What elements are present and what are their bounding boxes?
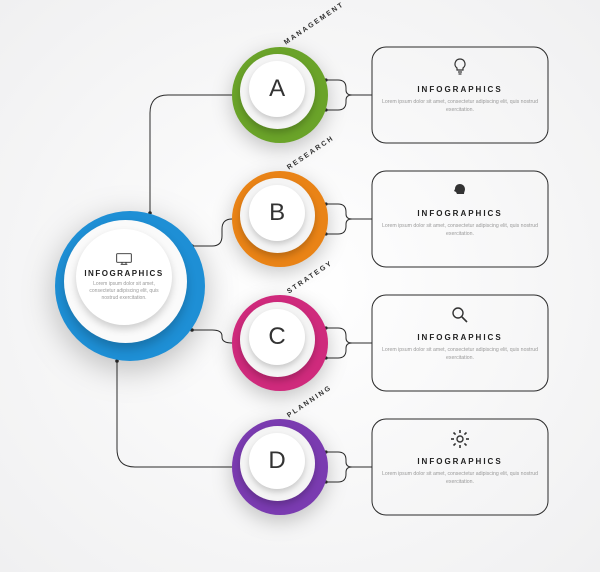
item-letter-a: A (269, 75, 285, 103)
item-letter-d: D (268, 447, 285, 475)
head-icon (450, 181, 470, 201)
item-letter-b: B (269, 199, 285, 227)
item-disc2-b: B (249, 185, 305, 241)
magnifier-icon (450, 305, 470, 325)
category-label-d: PLANNING (286, 384, 333, 419)
panel-b: INFOGRAPHICS Lorem ipsum dolor sit amet,… (382, 181, 538, 238)
panel-a: INFOGRAPHICS Lorem ipsum dolor sit amet,… (382, 57, 538, 114)
panel-title-b: INFOGRAPHICS (382, 209, 538, 218)
panel-desc-a: Lorem ipsum dolor sit amet, consectetur … (382, 99, 538, 114)
item-disc2-a: A (249, 61, 305, 117)
category-label-a: MANAGEMENT (283, 1, 346, 46)
panel-desc-d: Lorem ipsum dolor sit amet, consectetur … (382, 471, 538, 486)
item-circle-b: B (232, 171, 328, 267)
infographic-stage: INFOGRAPHICS Lorem ipsum dolor sit amet,… (0, 0, 600, 572)
panel-title-c: INFOGRAPHICS (382, 333, 538, 342)
gear-icon (450, 429, 470, 449)
panel-desc-b: Lorem ipsum dolor sit amet, consectetur … (382, 223, 538, 238)
main-disc-2: INFOGRAPHICS Lorem ipsum dolor sit amet,… (76, 229, 172, 325)
item-circle-a: A (232, 47, 328, 143)
item-circle-c: C (232, 295, 328, 391)
panel-title-d: INFOGRAPHICS (382, 457, 538, 466)
panel-d: INFOGRAPHICS Lorem ipsum dolor sit amet,… (382, 429, 538, 486)
item-letter-c: C (268, 323, 285, 351)
main-desc: Lorem ipsum dolor sit amet, consectetur … (86, 281, 162, 302)
item-disc2-c: C (249, 309, 305, 365)
panel-title-a: INFOGRAPHICS (382, 85, 538, 94)
panel-desc-c: Lorem ipsum dolor sit amet, consectetur … (382, 347, 538, 362)
item-circle-d: D (232, 419, 328, 515)
monitor-icon (116, 253, 132, 265)
main-circle: INFOGRAPHICS Lorem ipsum dolor sit amet,… (55, 211, 205, 361)
main-title: INFOGRAPHICS (84, 269, 163, 278)
panel-c: INFOGRAPHICS Lorem ipsum dolor sit amet,… (382, 305, 538, 362)
item-disc2-d: D (249, 433, 305, 489)
bulb-icon (450, 57, 470, 77)
